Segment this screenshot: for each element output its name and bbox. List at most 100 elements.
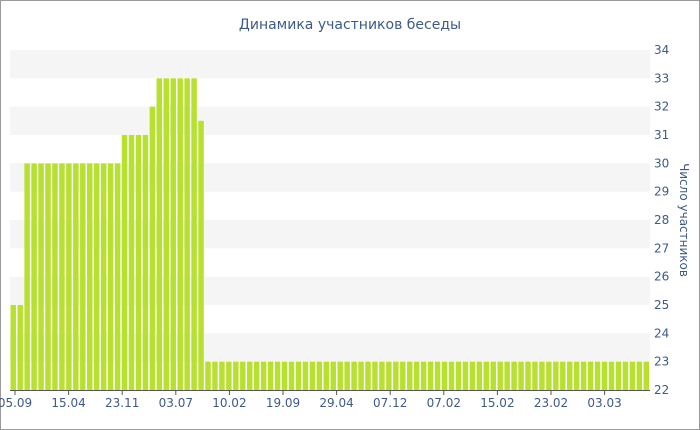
x-tick-label: 23.11	[105, 396, 139, 410]
bar	[358, 361, 364, 390]
bar	[149, 106, 156, 391]
bar	[177, 78, 183, 390]
y-tick-label: 26	[654, 270, 669, 284]
bar	[288, 361, 295, 390]
x-tick-label: 07.02	[427, 396, 461, 410]
y-tick-label: 24	[654, 326, 669, 340]
bar	[80, 163, 86, 390]
x-tick-label: 29.04	[319, 396, 353, 410]
grid-band	[10, 106, 650, 135]
bar	[567, 361, 573, 390]
x-tick-label: 10.02	[212, 396, 246, 410]
y-tick-label: 33	[654, 71, 669, 85]
bar	[615, 361, 622, 390]
x-tick-label: 03.03	[587, 396, 621, 410]
bar	[553, 361, 559, 390]
bar	[594, 361, 601, 390]
bar	[497, 361, 503, 390]
x-tick-label: 15.04	[51, 396, 85, 410]
bar	[448, 361, 455, 390]
bar	[198, 120, 204, 390]
bar	[253, 361, 260, 390]
bar	[532, 361, 538, 390]
bar	[476, 361, 483, 390]
bar	[24, 163, 30, 390]
bar	[560, 361, 566, 390]
bar	[323, 361, 329, 390]
bar	[59, 163, 65, 390]
bar	[511, 361, 517, 390]
bar	[309, 361, 316, 390]
y-tick-label: 23	[654, 355, 669, 369]
bar	[205, 361, 211, 390]
bar	[52, 163, 58, 390]
bar	[260, 361, 267, 390]
bar	[504, 361, 510, 390]
bar	[469, 361, 476, 390]
bar	[38, 163, 44, 390]
bar	[539, 361, 545, 390]
bar	[573, 361, 580, 390]
bar	[274, 361, 281, 390]
bar	[587, 361, 594, 390]
bar	[372, 361, 378, 390]
bar	[407, 361, 413, 390]
bar	[490, 361, 496, 390]
bar	[629, 361, 636, 390]
bar	[295, 361, 302, 390]
y-tick-label: 32	[654, 100, 669, 114]
bar	[413, 361, 420, 390]
bar	[351, 361, 357, 390]
bar	[226, 361, 232, 390]
bar	[462, 361, 469, 390]
bar	[281, 361, 288, 390]
bar	[114, 163, 121, 390]
bar	[66, 163, 72, 390]
bar	[191, 78, 197, 390]
bar	[45, 163, 51, 390]
bar	[31, 163, 37, 390]
bar	[170, 78, 176, 390]
bar	[93, 163, 100, 390]
bar	[184, 78, 190, 390]
y-tick-label: 34	[654, 43, 669, 57]
bar	[608, 361, 615, 390]
bar	[483, 361, 489, 390]
bar	[121, 135, 128, 390]
x-tick-label: 07.12	[373, 396, 407, 410]
x-tick-label: 05.09	[0, 396, 32, 410]
bar	[212, 361, 218, 390]
bar	[233, 361, 239, 390]
bar	[10, 305, 16, 390]
y-tick-label: 30	[654, 156, 669, 170]
bar	[434, 361, 441, 390]
bar	[365, 361, 371, 390]
bar	[267, 361, 274, 390]
bar	[420, 361, 427, 390]
bar	[546, 361, 552, 390]
x-tick-label: 19.09	[266, 396, 300, 410]
bar	[156, 78, 163, 390]
bar	[393, 361, 399, 390]
bar	[142, 135, 149, 390]
bar	[163, 78, 169, 390]
bar	[337, 361, 343, 390]
bar	[427, 361, 434, 390]
y-tick-label: 31	[654, 128, 669, 142]
bar	[73, 163, 79, 390]
chart-title: Динамика участников беседы	[239, 17, 461, 33]
y-tick-label: 28	[654, 213, 669, 227]
bar-series	[10, 78, 649, 391]
y-tick-label: 25	[654, 298, 669, 312]
bar	[219, 361, 225, 390]
grid-band	[10, 50, 650, 79]
bar	[386, 361, 392, 390]
x-axis-ticks: 05.09 15.04 23.11 03.07 10.02 19.09 29.04 07.12…	[0, 390, 622, 410]
bar	[622, 361, 629, 390]
bar	[636, 361, 643, 390]
bar	[87, 163, 93, 390]
y-tick-label: 27	[654, 241, 669, 255]
bar	[330, 361, 336, 390]
bar	[107, 163, 114, 390]
